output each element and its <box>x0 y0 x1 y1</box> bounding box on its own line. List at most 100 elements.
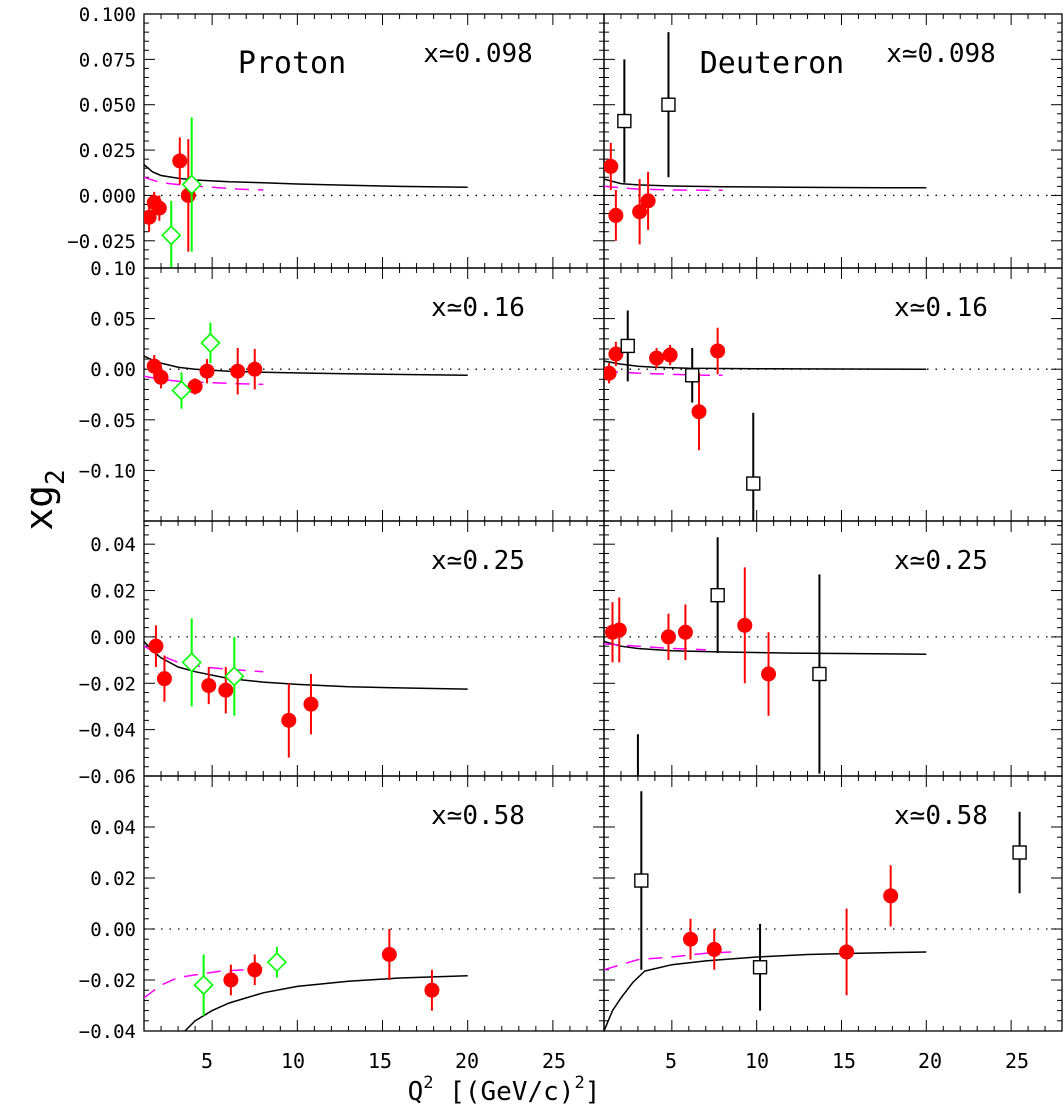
data-point-filled-circle <box>247 361 263 377</box>
data-point-filled-circle <box>172 153 188 169</box>
x-tick-label: 20 <box>455 1049 479 1073</box>
data-point-filled-circle <box>691 404 707 420</box>
y-tick-label: −0.02 <box>79 970 136 992</box>
data-point-open-square <box>685 368 700 383</box>
y-tick-label: 0.025 <box>79 140 136 162</box>
x-axis-label-end: ] <box>585 1077 601 1107</box>
plot-area <box>604 310 927 521</box>
data-point-filled-circle <box>660 629 676 645</box>
data-point-filled-circle <box>662 347 678 363</box>
panel-frame <box>143 267 605 522</box>
data-point-filled-circle <box>649 350 665 366</box>
plot-area <box>144 618 468 758</box>
data-point-filled-circle <box>148 638 164 654</box>
data-point-open-diamond <box>224 666 245 687</box>
data-point-filled-circle <box>611 622 627 638</box>
data-point-filled-circle <box>303 696 319 712</box>
x-tick-label: 10 <box>281 1049 305 1073</box>
data-point-filled-circle <box>218 682 234 698</box>
y-tick-label: −0.04 <box>79 1021 136 1043</box>
panel-proton-x0.25: 0.04 0.02 0.00 −0.02 −0.04 −0.06 x≃0.25 <box>79 520 605 788</box>
model-curve-dashed <box>604 643 706 651</box>
panel-frame <box>603 267 1063 522</box>
x-tick-label: 25 <box>542 1049 566 1073</box>
y-tick-label: −0.10 <box>79 460 136 482</box>
x-axis-label-sup2: 2 <box>574 1073 584 1093</box>
data-point-open-diamond <box>181 174 202 195</box>
data-point-open-diamond <box>193 974 214 996</box>
plot-area <box>604 32 927 245</box>
panel-frame <box>143 13 605 269</box>
data-point-open-square <box>746 476 761 491</box>
data-point-filled-circle <box>281 712 297 728</box>
x-tick-label: 10 <box>745 1049 769 1073</box>
bin-label: x≃0.25 <box>431 546 525 576</box>
data-point-filled-circle <box>640 193 656 209</box>
model-curve-dashed <box>604 185 723 192</box>
bin-label: x≃0.58 <box>894 801 988 831</box>
model-curve-dashed <box>604 370 723 377</box>
data-point-open-diamond <box>266 952 288 973</box>
y-tick-label: 0.02 <box>90 581 136 603</box>
plot-area <box>144 929 468 1031</box>
data-point-filled-circle <box>201 678 217 694</box>
y-tick-label: 0.00 <box>90 919 136 941</box>
data-point-filled-circle <box>230 363 246 379</box>
data-point-open-square <box>752 960 768 975</box>
y-axis-label: xg2 <box>17 469 71 530</box>
x-axis-label: Q2 [(GeV/c)2] <box>408 1073 601 1107</box>
data-point-filled-circle <box>761 666 777 682</box>
data-point-filled-circle <box>608 207 624 223</box>
data-point-open-diamond <box>171 380 192 401</box>
data-point-open-square <box>617 113 632 129</box>
y-tick-label: −0.04 <box>79 720 136 742</box>
data-point-filled-circle <box>199 363 215 379</box>
panel-proton-x0.098: 0.100 0.075 0.050 0.025 0.000 −0.025 Proton x≃0… <box>67 4 605 269</box>
y-tick-label: 0.00 <box>90 359 136 381</box>
data-point-open-square <box>661 97 676 112</box>
x-tick-label: 15 <box>368 1049 392 1073</box>
y-tick-label: 0.04 <box>90 534 136 556</box>
y-tick-label: −0.06 <box>79 766 136 788</box>
data-point-open-square <box>710 587 725 603</box>
panel-deuteron-x0.58: x≃0.58 <box>603 775 1063 1032</box>
y-tick-label: 0.10 <box>90 258 136 280</box>
y-tick-label: 0.100 <box>79 4 136 26</box>
y-tick-label: 0.075 <box>79 49 136 71</box>
x-axis-label-sup: 2 <box>423 1073 433 1093</box>
y-tick-label: 0.050 <box>79 95 136 117</box>
panel-deuteron-x0.25: x≃0.25 <box>603 520 1063 829</box>
y-tick-label: 0.000 <box>79 185 136 207</box>
x-axis-label-rest: [(GeV/c) <box>434 1077 575 1107</box>
data-point-filled-circle <box>604 158 619 174</box>
data-point-filled-circle <box>151 200 167 216</box>
data-point-filled-circle <box>381 947 397 962</box>
data-point-filled-circle <box>604 365 617 381</box>
panel-frame <box>143 520 605 777</box>
data-point-open-diamond <box>200 332 221 354</box>
data-point-filled-circle <box>683 931 699 947</box>
model-curve-dashed <box>144 969 247 999</box>
plot-area <box>604 791 1027 1031</box>
model-curve-solid <box>604 951 927 1031</box>
model-curve-solid <box>144 355 468 377</box>
data-point-open-square <box>631 816 644 829</box>
data-point-filled-circle <box>156 671 172 687</box>
x-tick-label: 25 <box>1005 1049 1029 1073</box>
y-tick-label: −0.025 <box>67 231 136 253</box>
y-tick-label: 0.05 <box>90 309 136 331</box>
y-axis-label-sub: 2 <box>41 469 71 485</box>
x-tick-labels-left: 5 10 15 20 25 <box>201 1049 566 1073</box>
data-point-filled-circle <box>608 346 624 362</box>
data-point-filled-circle <box>424 982 440 998</box>
data-point-filled-circle <box>247 962 263 978</box>
y-tick-label: 0.00 <box>90 627 136 649</box>
bin-label: x≃0.098 <box>423 39 533 69</box>
panel-proton-x0.16: 0.10 0.05 0.00 −0.05 −0.10 x≃0.16 <box>79 258 605 522</box>
y-tick-label: −0.05 <box>79 410 136 432</box>
model-curve-solid <box>604 178 927 189</box>
data-point-filled-circle <box>223 972 239 988</box>
y-tick-label: 0.04 <box>90 817 136 839</box>
data-point-filled-circle <box>153 369 169 385</box>
